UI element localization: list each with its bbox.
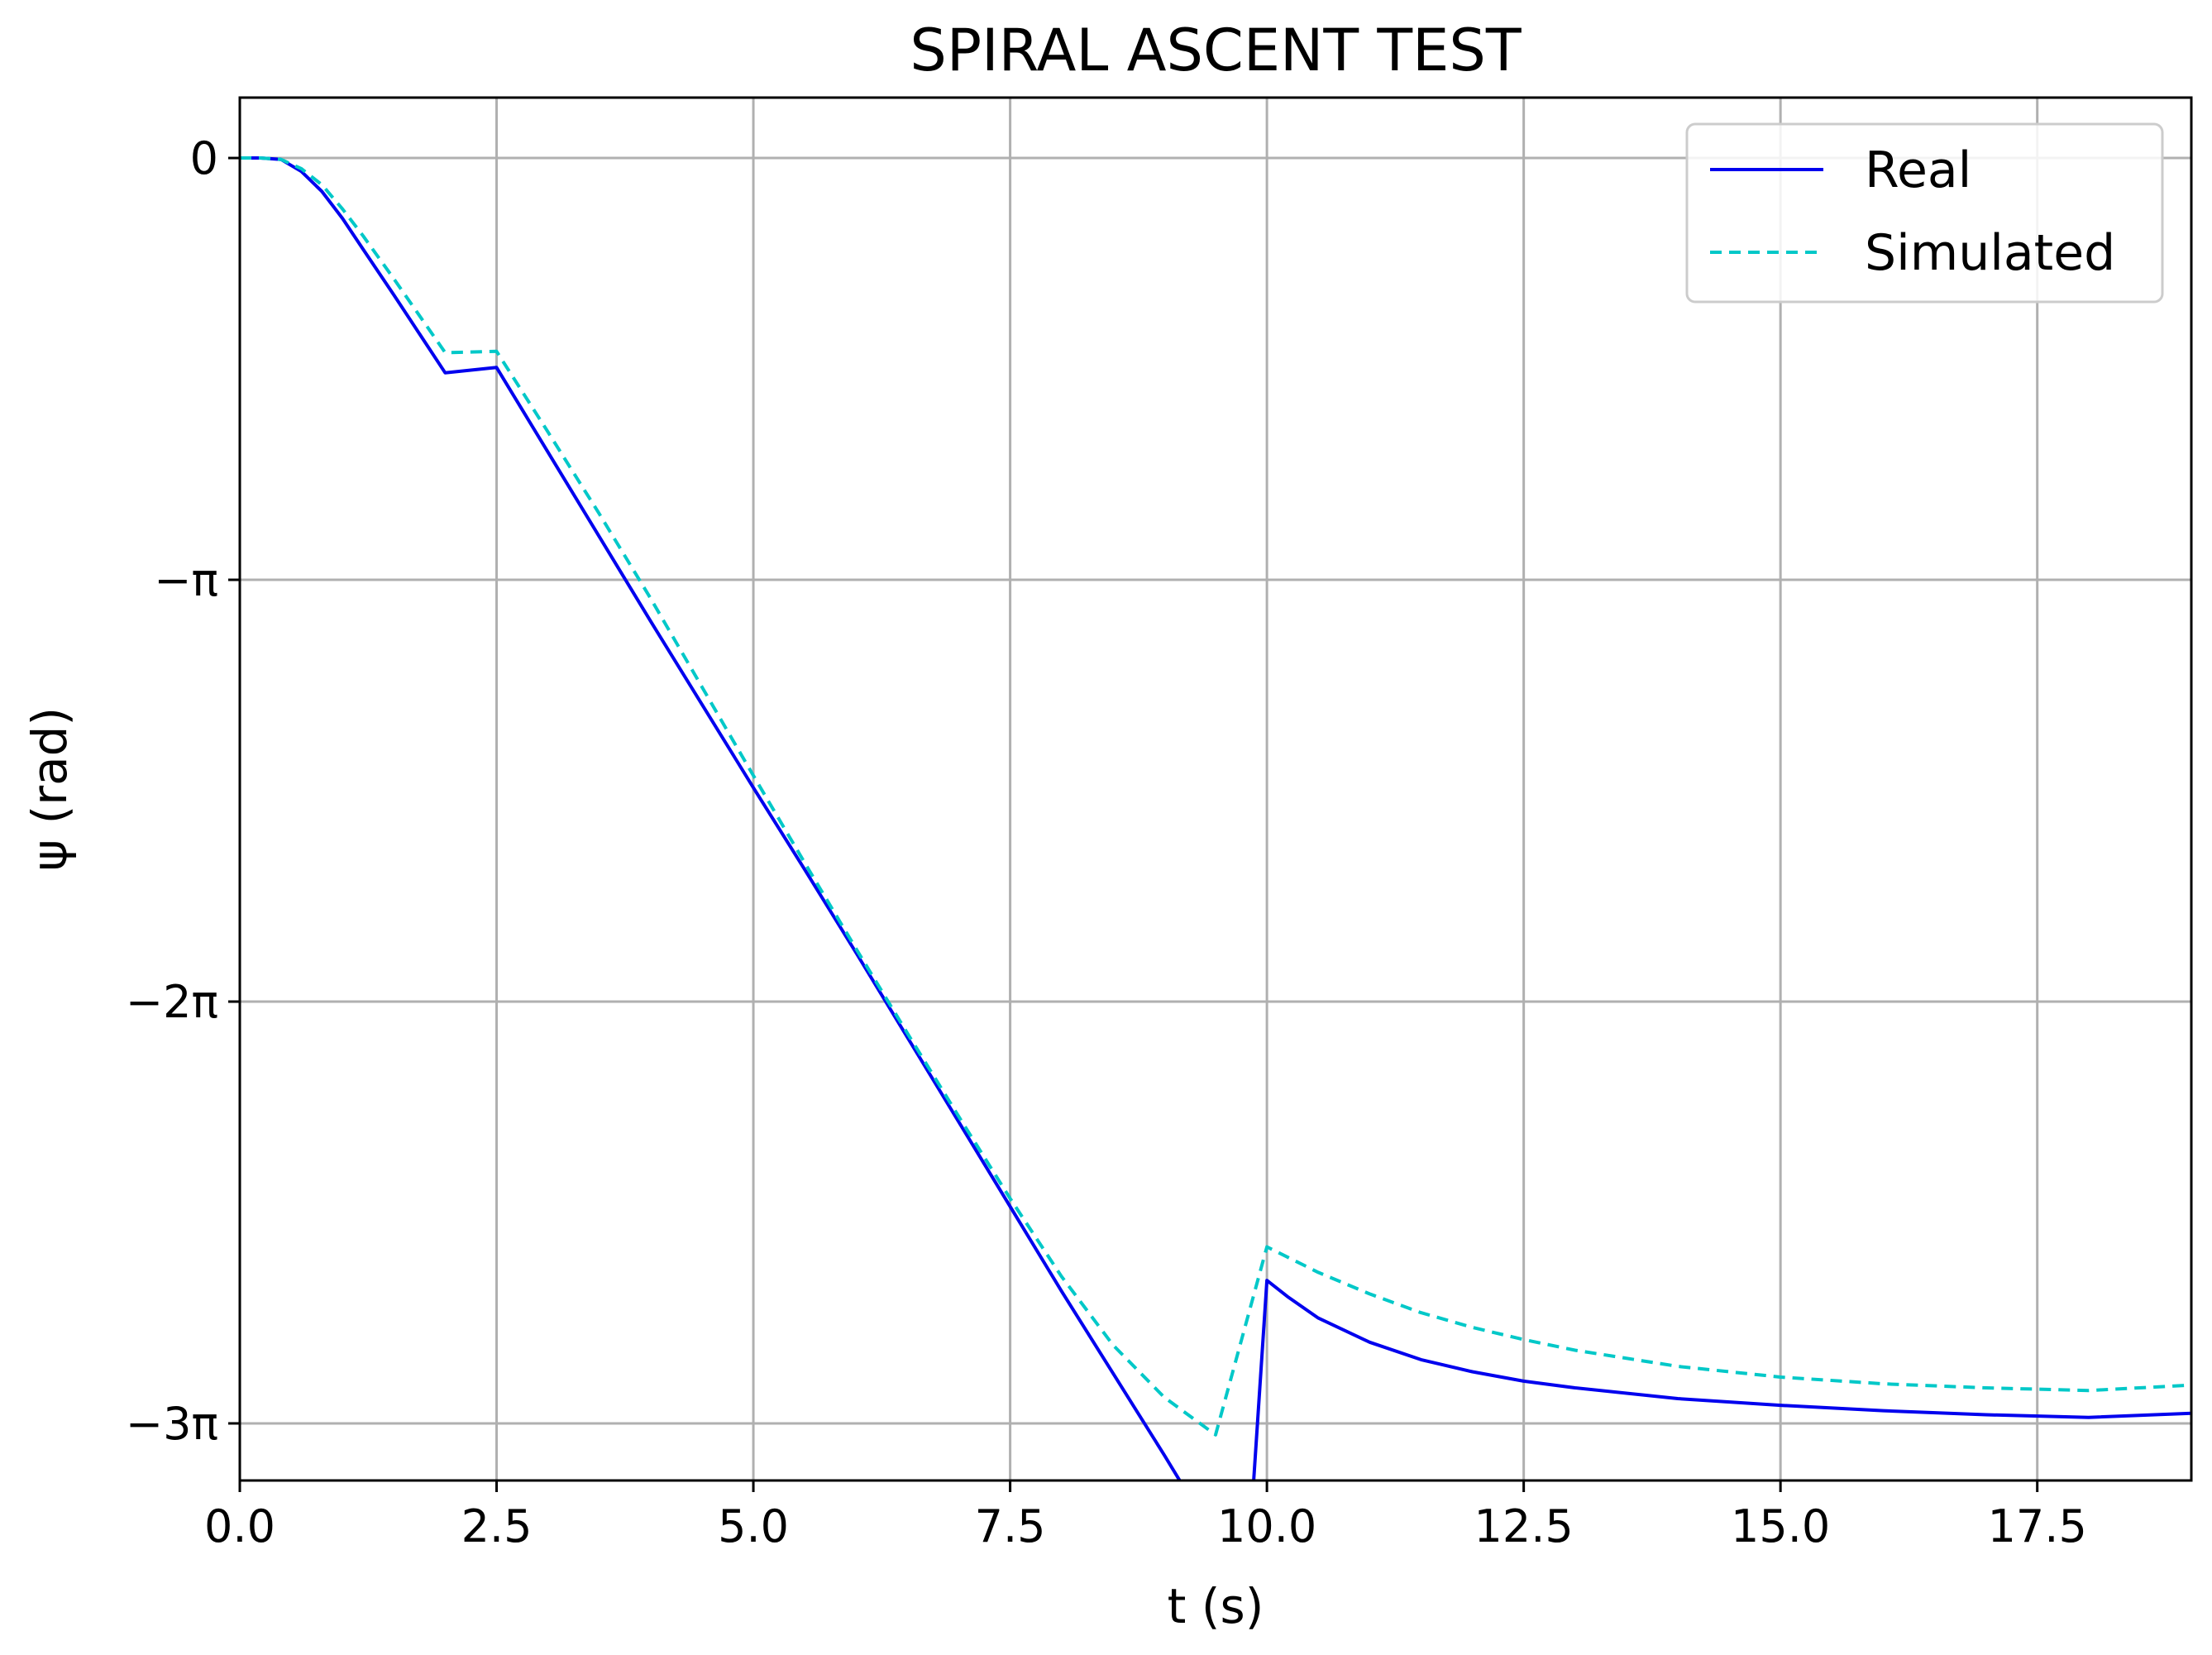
y-tick-label: −2π <box>126 976 218 1028</box>
legend: Real Simulated <box>1685 122 2164 304</box>
series-line-simulated <box>240 156 2191 1437</box>
y-tick-label: −3π <box>126 1398 218 1450</box>
x-tick-label: 15.0 <box>1731 1500 1830 1552</box>
legend-label-real: Real <box>1865 141 1971 199</box>
x-tick-label: 2.5 <box>461 1500 533 1552</box>
x-tick-label: 5.0 <box>718 1500 789 1552</box>
x-tick-label: 12.5 <box>1474 1500 1574 1552</box>
y-tick-label: 0 <box>190 132 218 184</box>
ticks: 0.0 2.5 5.0 7.5 10.0 12.5 15.0 17.5 0 −π −2π −3π <box>126 132 2087 1552</box>
chart-title: SPIRAL ASCENT TEST <box>910 17 1521 84</box>
series-line-real <box>240 156 2191 1480</box>
x-tick-label: 0.0 <box>204 1500 275 1552</box>
grid <box>238 98 2191 1480</box>
y-tick-label: −π <box>154 554 218 606</box>
legend-label-simulated: Simulated <box>1865 224 2115 282</box>
x-tick-label: 17.5 <box>1988 1500 2087 1552</box>
x-tick-label: 7.5 <box>975 1500 1046 1552</box>
y-axis-label: ψ (rad) <box>21 707 78 871</box>
x-axis-label: t (s) <box>1168 1578 1264 1634</box>
plot-frame <box>238 96 2193 1482</box>
series-layer <box>240 156 2191 1480</box>
x-tick-label: 10.0 <box>1217 1500 1316 1552</box>
